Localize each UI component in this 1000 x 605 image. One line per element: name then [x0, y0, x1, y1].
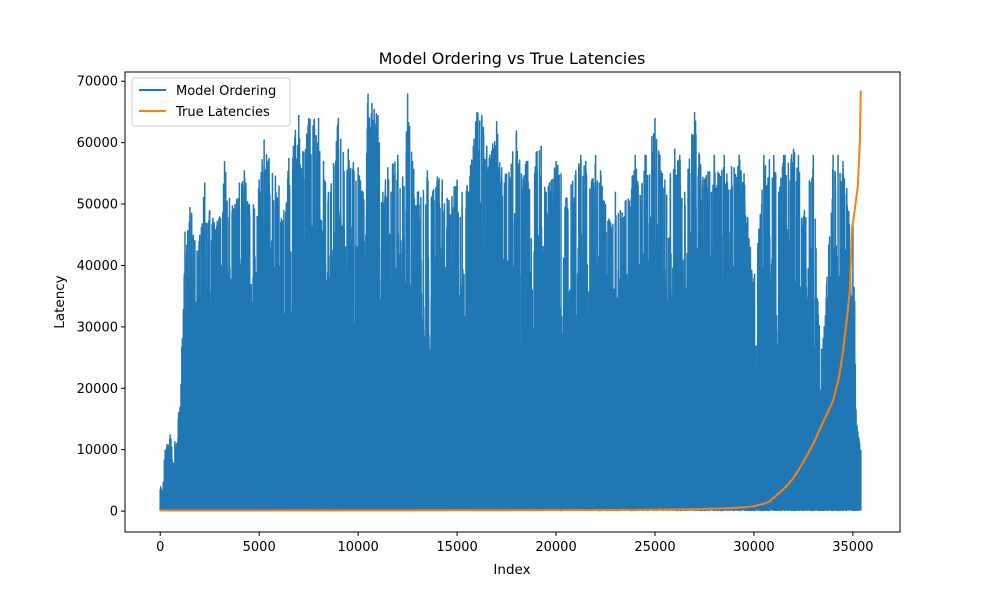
series-line-model-ordering	[159, 93, 862, 512]
legend-label-model-ordering: Model Ordering	[176, 84, 276, 99]
y-tick-label: 70000	[77, 75, 118, 90]
legend-label-true-latencies: True Latencies	[175, 105, 270, 120]
y-tick-label: 0	[110, 505, 118, 520]
series-line-true-latencies	[160, 90, 862, 512]
y-tick-label: 40000	[77, 259, 118, 274]
x-tick-label: 5000	[243, 540, 276, 555]
x-tick-label: 10000	[337, 540, 378, 555]
y-tick-label: 50000	[77, 198, 118, 213]
x-tick-label: 35000	[832, 540, 873, 555]
y-tick-label: 10000	[77, 443, 118, 458]
x-axis-ticks: 0 5000 10000 15000 20000 25000 30000 35000	[156, 532, 874, 555]
x-axis-label: Index	[493, 562, 530, 578]
plot-frame	[124, 71, 901, 533]
legend: Model Ordering True Latencies	[131, 77, 291, 127]
y-tick-label: 30000	[77, 320, 118, 335]
y-axis-label: Latency	[52, 275, 68, 328]
y-tick-label: 20000	[77, 382, 118, 397]
chart-title: Model Ordering vs True Latencies	[379, 49, 646, 68]
x-tick-label: 20000	[535, 540, 576, 555]
x-tick-label: 0	[156, 540, 164, 555]
y-axis-ticks: 0 10000 20000 30000 40000 50000 60000 70000	[77, 75, 125, 520]
x-tick-label: 25000	[634, 540, 675, 555]
x-tick-label: 30000	[733, 540, 774, 555]
y-tick-label: 60000	[77, 136, 118, 151]
legend-box	[131, 77, 291, 127]
x-tick-label: 15000	[436, 540, 477, 555]
plot-series-group	[159, 90, 862, 512]
